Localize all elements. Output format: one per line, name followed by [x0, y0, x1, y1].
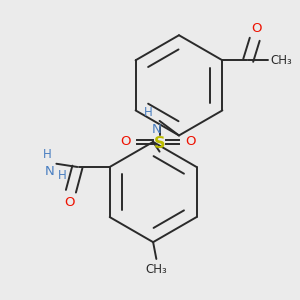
- Text: CH₃: CH₃: [271, 54, 292, 67]
- Text: CH₃: CH₃: [146, 263, 167, 276]
- Text: H: H: [43, 148, 52, 160]
- Text: O: O: [251, 22, 262, 35]
- Text: O: O: [185, 135, 196, 148]
- Text: S: S: [154, 136, 165, 151]
- Text: N: N: [152, 122, 161, 136]
- Text: H: H: [144, 106, 153, 119]
- Text: H: H: [58, 169, 67, 182]
- Text: N: N: [45, 165, 55, 178]
- Text: O: O: [120, 135, 130, 148]
- Text: O: O: [64, 196, 75, 209]
